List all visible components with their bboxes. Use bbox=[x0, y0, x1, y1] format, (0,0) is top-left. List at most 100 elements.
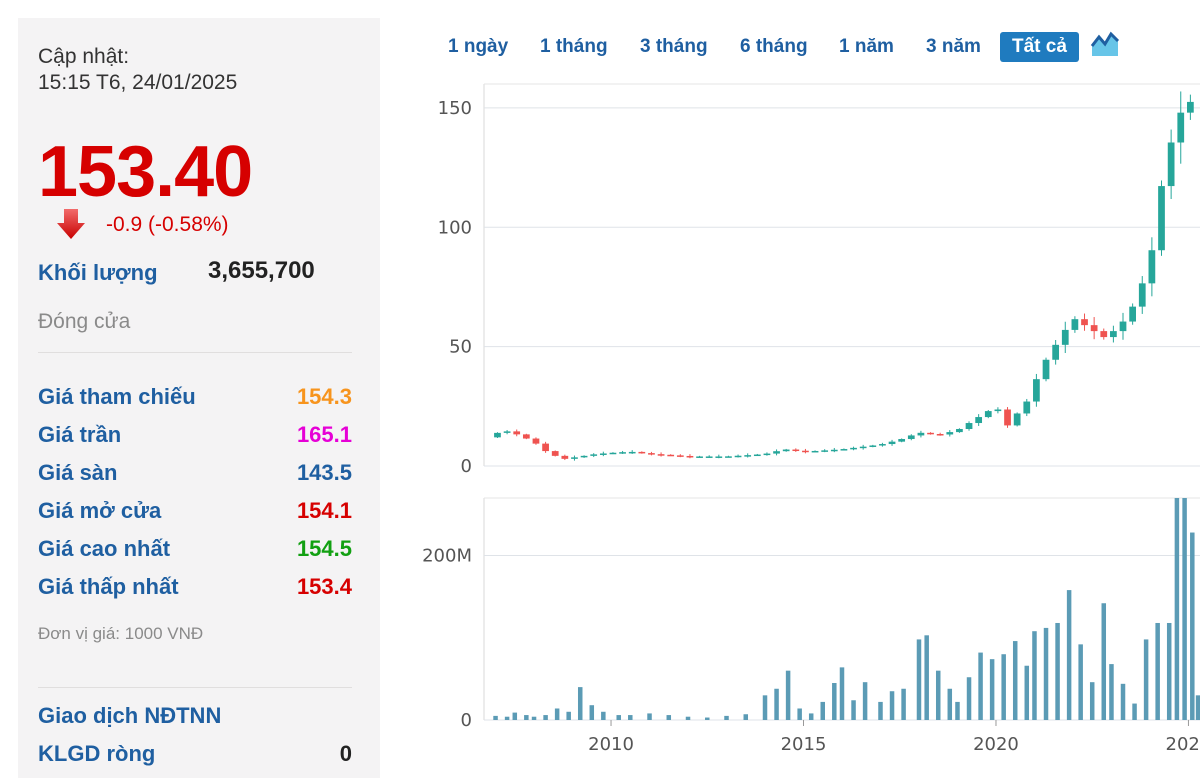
range-button[interactable]: 1 tháng bbox=[540, 36, 608, 57]
net-volume-label: KLGD ròng bbox=[38, 741, 156, 766]
candle-body bbox=[1158, 186, 1165, 251]
volume-label: Khối lượng bbox=[38, 260, 158, 285]
range-button[interactable]: 3 năm bbox=[926, 36, 981, 57]
candle-body bbox=[686, 455, 694, 458]
volume-bar bbox=[724, 715, 729, 720]
volume-bar bbox=[616, 715, 621, 720]
volume-bar bbox=[808, 713, 814, 720]
candle-body bbox=[667, 454, 675, 457]
volume-bar bbox=[705, 717, 710, 720]
candle-body bbox=[917, 432, 925, 436]
volume-bar bbox=[785, 670, 791, 720]
stat-value: 153.4 bbox=[296, 574, 352, 599]
volume-bar bbox=[1166, 622, 1172, 720]
candle-body bbox=[773, 451, 780, 454]
candle-body bbox=[975, 417, 983, 424]
volume-bar bbox=[566, 711, 571, 720]
candle-body bbox=[580, 455, 588, 458]
candle-body bbox=[609, 452, 617, 455]
volume-bar bbox=[924, 635, 929, 720]
volume-bar bbox=[1132, 703, 1137, 720]
candle-body bbox=[657, 454, 665, 456]
price-tick-label: 0 bbox=[461, 456, 472, 477]
volume-bar bbox=[1012, 641, 1018, 720]
volume-bar bbox=[554, 708, 560, 720]
range-button[interactable]: 1 ngày bbox=[448, 36, 509, 57]
volume-bar bbox=[762, 695, 768, 720]
area-chart-icon[interactable] bbox=[1090, 28, 1120, 63]
volume-bar bbox=[820, 701, 826, 720]
range-button[interactable]: 6 tháng bbox=[740, 36, 808, 57]
candle-body bbox=[571, 457, 578, 459]
candle-body bbox=[590, 454, 598, 456]
volume-bar bbox=[851, 700, 856, 720]
candle-body bbox=[744, 455, 752, 457]
volume-bar bbox=[1182, 498, 1187, 720]
candle-body bbox=[850, 447, 857, 450]
current-price: 153.40 bbox=[38, 132, 253, 212]
volume-bar bbox=[797, 708, 802, 720]
candle-body bbox=[898, 439, 906, 442]
range-button[interactable]: Tất cả bbox=[1000, 32, 1079, 62]
range-button[interactable]: 3 tháng bbox=[640, 36, 708, 57]
candle-body bbox=[1110, 331, 1117, 338]
candle-body bbox=[763, 453, 771, 456]
candle-body bbox=[753, 454, 761, 457]
candle-body bbox=[1177, 112, 1185, 143]
stat-label: Giá trần bbox=[38, 422, 122, 447]
volume-bar bbox=[1120, 683, 1126, 720]
candle-body bbox=[715, 456, 723, 458]
candle-body bbox=[994, 409, 1002, 412]
volume-bar bbox=[1101, 603, 1107, 720]
candle-body bbox=[513, 431, 521, 435]
candle-body bbox=[879, 444, 886, 446]
price-chart: 0 50 100 150 0 200M 2010 2015 2020 2025 bbox=[422, 83, 1200, 755]
volume-bar bbox=[1066, 590, 1072, 720]
candle-body bbox=[1033, 379, 1040, 402]
candle-body bbox=[1167, 142, 1175, 187]
market-status: Đóng cửa bbox=[38, 310, 131, 333]
candle-body bbox=[956, 428, 963, 433]
volume-bar bbox=[889, 691, 895, 720]
foreign-trading-title: Giao dịch NĐTNN bbox=[38, 703, 222, 728]
stat-label: Giá tham chiếu bbox=[38, 384, 196, 409]
volume-bar bbox=[1109, 664, 1114, 720]
candle-body bbox=[1138, 283, 1146, 307]
candle-body bbox=[907, 435, 915, 440]
range-button[interactable]: 1 năm bbox=[839, 36, 894, 57]
candle-body bbox=[638, 451, 646, 454]
volume-bar bbox=[901, 688, 906, 720]
volume-bar bbox=[947, 688, 953, 720]
stat-value: 154.1 bbox=[296, 498, 352, 523]
down-arrow-icon bbox=[56, 207, 86, 246]
candle-body bbox=[619, 452, 626, 454]
volume-bar bbox=[512, 712, 518, 720]
volume-tick-label: 0 bbox=[461, 710, 472, 731]
volume-tick-label: 200M bbox=[422, 546, 472, 567]
volume-bar bbox=[1001, 654, 1006, 720]
stat-label: Giá mở cửa bbox=[38, 498, 162, 523]
volume-bar bbox=[743, 714, 749, 720]
candle-body bbox=[725, 456, 732, 458]
price-unit: Đơn vị giá: 1000 VNĐ bbox=[38, 624, 204, 643]
stat-value: 154.3 bbox=[296, 384, 352, 409]
candle-body bbox=[802, 450, 809, 453]
volume-bar bbox=[1043, 627, 1049, 720]
candle-body bbox=[936, 434, 944, 436]
candle-body bbox=[705, 456, 713, 458]
x-tick-label: 2010 bbox=[588, 734, 634, 755]
price-change: -0.9 (-0.58%) bbox=[106, 213, 229, 236]
volume-bar bbox=[543, 715, 548, 720]
candle-body bbox=[830, 449, 838, 452]
candle-body bbox=[551, 451, 559, 456]
net-volume-value: 0 bbox=[339, 741, 352, 766]
candle-body bbox=[1042, 359, 1050, 380]
candle-body bbox=[792, 449, 800, 452]
volume-bar bbox=[666, 715, 672, 720]
candle-body bbox=[1071, 319, 1079, 330]
candle-body bbox=[1013, 413, 1021, 426]
candle-body bbox=[1100, 331, 1108, 338]
stat-label: Giá thấp nhất bbox=[38, 574, 179, 599]
candle-body bbox=[1119, 321, 1127, 332]
volume-bar bbox=[601, 711, 606, 720]
